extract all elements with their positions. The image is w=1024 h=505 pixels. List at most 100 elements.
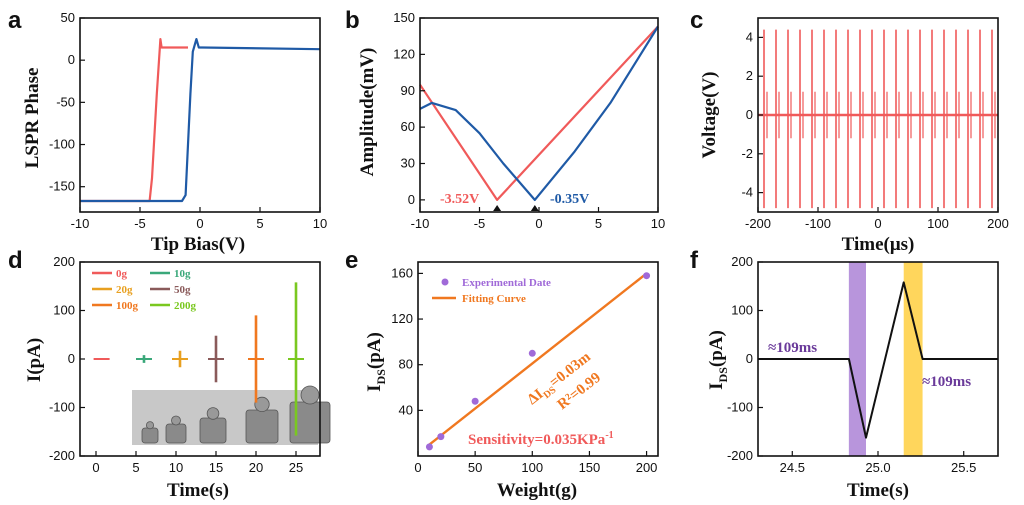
f-band-1 xyxy=(903,262,923,456)
e-point-3 xyxy=(528,349,536,357)
f-xtick-label-2: 25.5 xyxy=(951,460,976,475)
a-xlabel: Tip Bias(V) xyxy=(151,234,245,255)
d-legend-label-1: 10g xyxy=(174,268,191,280)
e-ylabel-main: I xyxy=(364,384,385,391)
c-xlabel: Time(μs) xyxy=(842,234,915,255)
weight-knob-4 xyxy=(300,385,320,405)
d-xtick-label-1: 5 xyxy=(132,460,139,475)
b-ytick-label-1: 30 xyxy=(401,156,415,171)
e-xtick-label-3: 150 xyxy=(579,460,601,475)
e-ytick-label-2: 120 xyxy=(391,311,413,326)
panel-f: 24.5 25.0 25.5 200 100 0 -100 -200 xyxy=(727,254,999,475)
e-point-1 xyxy=(437,433,445,441)
b-xtick-label-2: 0 xyxy=(535,216,542,231)
e-point-0 xyxy=(425,443,433,451)
c-ytick-label-1: 2 xyxy=(746,68,753,83)
d-xlabel: Time(s) xyxy=(167,480,229,501)
e-point-4 xyxy=(643,272,651,280)
c-xtick-label-0: -200 xyxy=(745,216,771,231)
d-xtick-label-0: 0 xyxy=(92,460,99,475)
c-xtick-label-2: 0 xyxy=(874,216,881,231)
b-ylabel: Amplitude(mV) xyxy=(357,48,378,177)
b-ytick-label-2: 60 xyxy=(401,119,415,134)
a-xtick-label-1: -5 xyxy=(134,216,146,231)
b-ytick-label-0: 0 xyxy=(408,192,415,207)
b-xtick-label-1: -5 xyxy=(474,216,486,231)
b-annotation-red: -3.52V xyxy=(440,192,479,207)
d-ytick-label-1: 100 xyxy=(53,303,75,318)
d-ytick-label-0: 200 xyxy=(53,254,75,269)
c-ytick-label-3: -2 xyxy=(741,146,753,161)
e-eq-delta: ΔI xyxy=(525,386,547,408)
f-ylabel-sub: DS xyxy=(716,367,730,383)
weight-body-2 xyxy=(199,417,227,444)
a-xtick-label-2: 0 xyxy=(196,216,203,231)
e-legend-fit-label: Fitting Curve xyxy=(462,293,526,305)
panel-d: 0g 10g 20g 50g 100g 200g 0 5 10 15 20 25 200 100 0 -100… xyxy=(49,254,331,475)
e-fit-line xyxy=(428,272,648,446)
d-legend-label-4: 100g xyxy=(116,300,139,312)
b-ytick-label-4: 120 xyxy=(393,46,415,61)
b-xtick-label-3: 5 xyxy=(595,216,602,231)
a-ytick-label-0: 50 xyxy=(61,10,75,25)
f-band-0 xyxy=(848,262,866,456)
a-xtick-label-3: 5 xyxy=(256,216,263,231)
e-ytick-label-3: 160 xyxy=(391,265,413,280)
c-xtick-label-4: 200 xyxy=(987,216,1009,231)
f-ytick-label-4: -200 xyxy=(727,448,753,463)
weight-knob-0 xyxy=(145,421,154,430)
d-xtick-label-3: 15 xyxy=(209,460,223,475)
e-sensitivity-sup: -1 xyxy=(605,430,613,441)
e-ylabel-unit: (pA) xyxy=(364,332,385,369)
weights-photo xyxy=(132,385,331,445)
a-ytick-label-4: -150 xyxy=(49,179,75,194)
d-xtick-label-4: 20 xyxy=(249,460,263,475)
f-xlabel: Time(s) xyxy=(847,480,909,501)
weight-body-3 xyxy=(245,409,279,444)
weight-body-1 xyxy=(165,423,187,444)
e-sensitivity: Sensitivity=0.035KPa-1 xyxy=(468,430,614,448)
b-minimum-marker-1 xyxy=(530,205,539,211)
d-xtick-label-2: 10 xyxy=(169,460,183,475)
d-legend-label-3: 50g xyxy=(174,284,191,296)
c-ylabel: Voltage(V) xyxy=(699,72,720,159)
panel-letter-d: d xyxy=(8,247,23,274)
a-ytick-label-3: -100 xyxy=(49,137,75,152)
panel-letter-a: a xyxy=(8,7,22,34)
b-annotation-blue: -0.35V xyxy=(550,192,589,207)
panel-b: -10 -5 0 5 10 0 30 60 90 120 150 xyxy=(393,10,665,231)
c-xtick-label-3: 100 xyxy=(927,216,949,231)
panel-e: 0 50 100 150 200 40 80 120 160 xyxy=(391,261,659,475)
f-ytick-label-1: 100 xyxy=(731,303,753,318)
c-xtick-label-1: -100 xyxy=(805,216,831,231)
b-xtick-label-4: 10 xyxy=(651,216,665,231)
svg-text:IDS(pA): IDS(pA) xyxy=(706,330,730,390)
a-ytick-label-1: 0 xyxy=(68,52,75,67)
a-ylabel: LSPR Phase xyxy=(22,68,43,169)
d-ytick-label-3: -100 xyxy=(49,400,75,415)
panel-letter-b: b xyxy=(345,7,360,34)
panel-letter-e: e xyxy=(345,247,358,274)
e-ylabel: IDS(pA) xyxy=(364,332,388,392)
f-series-0 xyxy=(758,281,998,439)
d-xtick-label-5: 25 xyxy=(289,460,303,475)
e-legend-point-swatch xyxy=(441,278,449,286)
b-frame xyxy=(419,17,659,213)
b-ytick-label-3: 90 xyxy=(401,83,415,98)
a-series-1 xyxy=(80,37,321,203)
d-legend-label-0: 0g xyxy=(116,268,128,280)
d-ylabel: I(pA) xyxy=(24,338,45,382)
e-xtick-label-1: 50 xyxy=(468,460,482,475)
b-xtick-label-0: -10 xyxy=(411,216,430,231)
weight-body-0 xyxy=(141,427,159,444)
e-xtick-label-0: 0 xyxy=(414,460,421,475)
weight-knob-3 xyxy=(254,396,270,412)
d-legend-label-5: 200g xyxy=(174,300,197,312)
a-series-0 xyxy=(80,37,188,203)
f-ylabel-main: I xyxy=(706,382,727,389)
f-xtick-label-0: 24.5 xyxy=(780,460,805,475)
panel-letter-c: c xyxy=(690,7,703,34)
weight-knob-1 xyxy=(171,415,181,426)
